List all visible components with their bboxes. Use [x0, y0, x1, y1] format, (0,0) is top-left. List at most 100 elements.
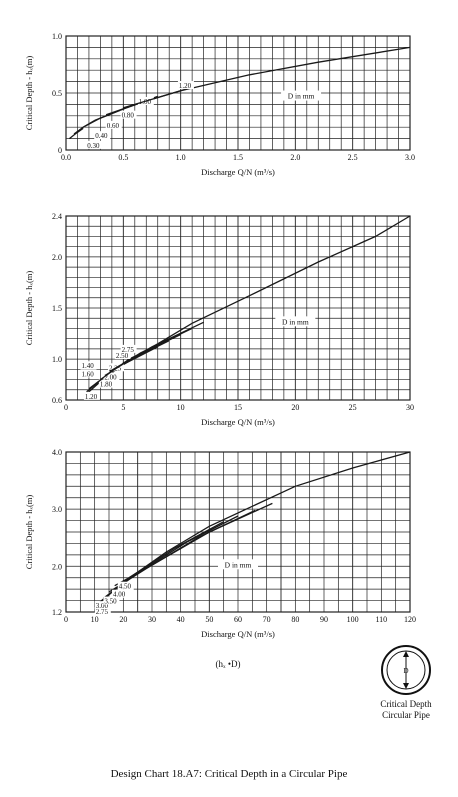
series-label-bg	[80, 369, 97, 378]
series-label-0.30: 0.30	[87, 142, 100, 150]
y-tick-label: 2.4	[52, 212, 62, 221]
y-tick-label: 0.6	[52, 396, 62, 405]
series-label-bg	[80, 361, 97, 370]
series-line-4.00	[108, 509, 256, 593]
series-label-1.20: 1.20	[85, 393, 98, 401]
x-tick-label: 60	[234, 615, 242, 624]
series-label-bg	[94, 606, 111, 615]
series-label-1.00: 1.00	[139, 98, 152, 106]
y-tick-label: 1.0	[52, 355, 62, 364]
grid	[65, 35, 411, 151]
series-label-2.75: 2.75	[122, 346, 135, 354]
y-tick-label: 2.0	[52, 562, 62, 571]
series-label-bg	[86, 140, 103, 149]
x-tick-label: 70	[263, 615, 271, 624]
series-label-bg	[120, 110, 137, 119]
x-tick-label: 15	[234, 403, 242, 412]
series-label-1.60: 1.60	[81, 370, 94, 378]
annotation-d-in-mm: D in mm	[225, 560, 252, 569]
series-line-0.30	[68, 127, 84, 140]
series-label-bg	[112, 589, 128, 598]
series-label-2.75: 2.75	[96, 608, 109, 616]
inset-title-line2: Circular Pipe	[382, 710, 430, 720]
series-label-bg	[94, 131, 111, 140]
series-label-4.00: 4.00	[113, 591, 126, 599]
series-label-3.00: 3.00	[96, 602, 109, 610]
series-label-bg	[94, 601, 111, 610]
inset-title-line1: Critical Depth	[380, 699, 432, 709]
series-label-bg	[98, 379, 115, 388]
x-tick-label: 1.0	[176, 153, 186, 162]
chart-critical-depth-medium-pipes: 0 5 10 15 20 25 30 0.6 1.0 1.5 2.0 2.4 Discharge Q/N…	[24, 212, 414, 427]
x-tick-label: 2.5	[348, 153, 358, 162]
series-label-1.40: 1.40	[81, 362, 94, 370]
annotation-bg	[218, 559, 258, 570]
y-axis-label: Critical Depth - hₓ(m)	[24, 271, 34, 346]
series-label-bg	[105, 120, 122, 129]
x-tick-label: 20	[119, 615, 127, 624]
x-axis-label: Discharge Q/N (m³/s)	[201, 167, 275, 177]
series-label-1.80: 1.80	[100, 381, 113, 389]
series-line-1.20	[123, 46, 411, 109]
series-label-0.60: 0.60	[107, 122, 120, 130]
x-tick-label: 50	[205, 615, 213, 624]
annotation-bg	[275, 316, 316, 327]
series-line-4.50	[114, 502, 273, 587]
y-axis-label: Critical Depth - hₓ(m)	[24, 495, 34, 570]
annotation-bg	[281, 90, 322, 101]
series-label-2.00: 2.00	[104, 373, 117, 381]
annotation-d-in-mm: D in mm	[282, 317, 309, 326]
x-axis-label: Discharge Q/N (m³/s)	[201, 629, 275, 639]
series-label-3.50: 3.50	[104, 598, 117, 606]
series-label-bg	[117, 581, 134, 590]
series-label-bg	[83, 391, 100, 400]
x-axis-label: Discharge Q/N (m³/s)	[201, 417, 275, 427]
series-label-bg	[103, 596, 120, 605]
plot-frame	[65, 451, 411, 613]
x-tick-label: 0	[64, 615, 68, 624]
x-tick-label: 0	[64, 403, 68, 412]
series-line-1.20	[83, 215, 411, 397]
x-tick-label: 40	[177, 615, 185, 624]
series-label-2.50: 2.50	[116, 352, 129, 360]
series-line-2.75	[109, 321, 204, 372]
diameter-symbol: D	[403, 667, 408, 675]
series-label-4.50: 4.50	[119, 583, 132, 591]
y-tick-label: 1.5	[52, 304, 62, 313]
chart-critical-depth-small-pipes: 0.0 0.5 1.0 1.5 2.0 2.5 3.0 0 0.5 1.0 Discharge Q/…	[24, 32, 415, 177]
series-label-1.20: 1.20	[179, 82, 192, 90]
x-tick-label: 3.0	[405, 153, 415, 162]
x-tick-label: 0.0	[61, 153, 71, 162]
depth-diameter-formula: (hₓ •D)	[215, 659, 240, 669]
y-tick-label: 1.0	[52, 32, 62, 41]
series-label-0.40: 0.40	[95, 132, 108, 140]
y-tick-label: 3.0	[52, 505, 62, 514]
plot-frame	[65, 215, 411, 401]
x-tick-label: 20	[291, 403, 299, 412]
y-tick-label: 4.0	[52, 448, 62, 457]
pipe-section-inset: D Critical Depth Circular Pipe	[380, 645, 432, 720]
x-tick-label: 10	[177, 403, 185, 412]
series-label-0.80: 0.80	[122, 112, 135, 120]
x-tick-label: 25	[349, 403, 357, 412]
x-tick-label: 120	[404, 615, 416, 624]
y-tick-label: 0.5	[52, 89, 62, 98]
series-label-bg	[114, 351, 131, 360]
plot-frame	[65, 35, 411, 151]
x-tick-label: 10	[91, 615, 99, 624]
chart-critical-depth-large-pipes: 0 10 20 30 40 50 60 70 80 90 100 110 120 1.2 2.0 3.0 4.0…	[24, 448, 416, 639]
y-axis-label: Critical Depth - hₓ(m)	[24, 56, 34, 131]
pipe-outer-circle	[381, 645, 431, 695]
x-tick-label: 30	[148, 615, 156, 624]
x-tick-label: 2.0	[290, 153, 300, 162]
series-label-bg	[177, 81, 194, 90]
y-tick-label: 0	[58, 146, 62, 155]
x-tick-label: 30	[406, 403, 414, 412]
arrowhead-up-icon	[403, 651, 409, 657]
figure-caption: Design Chart 18.A7: Critical Depth in a …	[110, 768, 348, 780]
x-tick-label: 1.5	[233, 153, 243, 162]
x-tick-label: 80	[291, 615, 299, 624]
series-label-bg	[103, 372, 120, 381]
arrowhead-down-icon	[403, 683, 409, 689]
